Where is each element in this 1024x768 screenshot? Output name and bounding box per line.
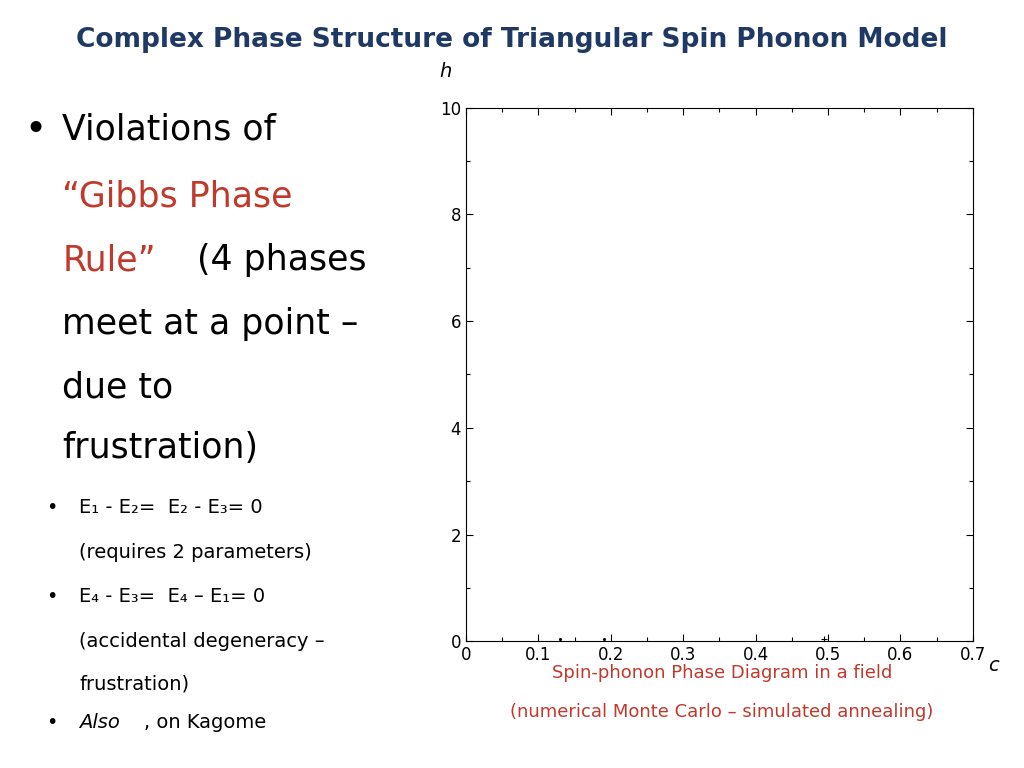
Text: Rule”: Rule” [62, 243, 156, 277]
Text: Also: Also [79, 713, 120, 732]
Text: , on Kagome: , on Kagome [144, 713, 266, 732]
Text: Violations of: Violations of [62, 113, 276, 147]
Text: •: • [25, 113, 47, 148]
Text: Spin-phonon Phase Diagram in a field: Spin-phonon Phase Diagram in a field [552, 664, 892, 682]
Text: frustration): frustration) [62, 432, 258, 465]
Text: (numerical Monte Carlo – simulated annealing): (numerical Monte Carlo – simulated annea… [510, 703, 934, 720]
Text: (accidental degeneracy –: (accidental degeneracy – [79, 632, 325, 651]
Text: Complex Phase Structure of Triangular Spin Phonon Model: Complex Phase Structure of Triangular Sp… [76, 27, 948, 53]
Text: frustration): frustration) [79, 675, 189, 694]
Text: (requires 2 parameters): (requires 2 parameters) [79, 543, 312, 562]
Text: •: • [46, 588, 57, 607]
Text: •: • [46, 498, 57, 517]
Text: “Gibbs Phase: “Gibbs Phase [62, 180, 293, 214]
Text: meet at a point –: meet at a point – [62, 307, 358, 341]
Text: due to: due to [62, 371, 174, 405]
Text: (4 phases: (4 phases [197, 243, 367, 277]
Text: •: • [46, 713, 57, 732]
Text: c: c [988, 656, 998, 675]
Text: h: h [439, 62, 452, 81]
Text: E₄ - E₃=  E₄ – E₁= 0: E₄ - E₃= E₄ – E₁= 0 [79, 588, 265, 607]
Text: E₁ - E₂=  E₂ - E₃= 0: E₁ - E₂= E₂ - E₃= 0 [79, 498, 263, 517]
